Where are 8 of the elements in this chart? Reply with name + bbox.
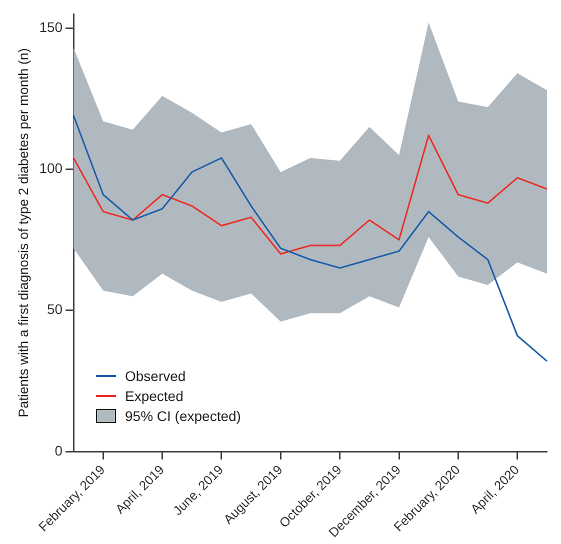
y-tick-label: 0 [54,442,63,458]
y-tick-label: 50 [46,301,63,318]
y-axis-title: Patients with a first diagnosis of type 2 diabetes per month (n) [16,48,31,418]
y-tick-label: 100 [39,160,63,176]
annotation: 95% CI (expected) [125,407,241,426]
legend-label: Observed [125,367,186,386]
y-tick-label: 150 [39,18,63,35]
legend-label: Expected [125,387,184,406]
